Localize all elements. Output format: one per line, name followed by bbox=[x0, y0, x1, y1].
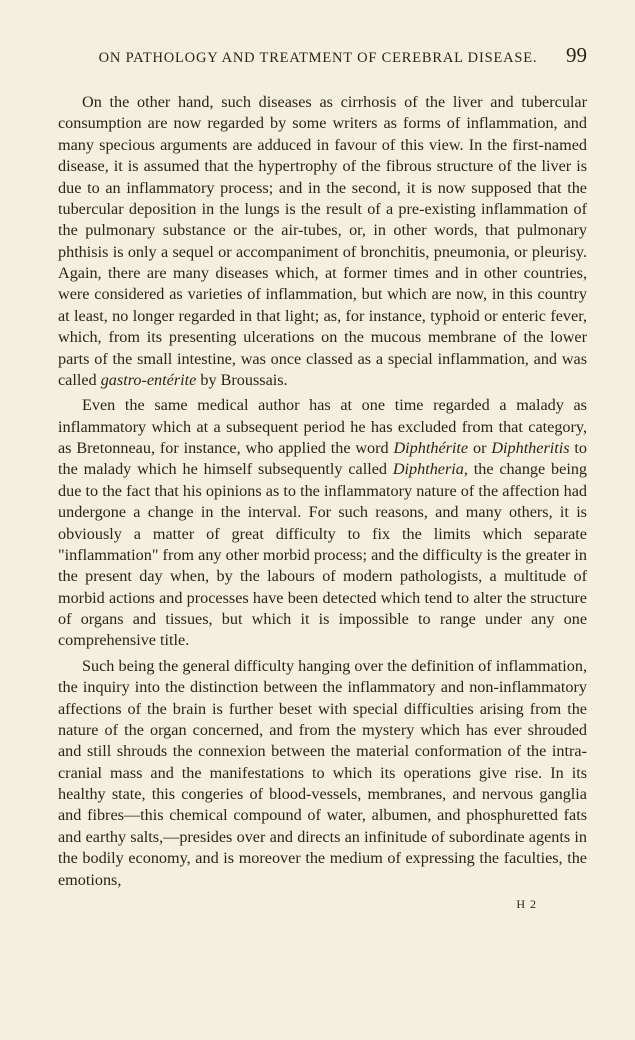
page-number: 99 bbox=[566, 43, 587, 68]
p3-text: Such being the general difficulty hangin… bbox=[58, 657, 587, 889]
footer-signature: H 2 bbox=[58, 897, 587, 912]
p2-italic-1: Diphthérite bbox=[393, 439, 468, 457]
page-container: ON PATHOLOGY AND TREATMENT OF CEREBRAL D… bbox=[0, 0, 635, 1040]
paragraph-1: On the other hand, such diseases as cirr… bbox=[58, 92, 587, 391]
page-header: ON PATHOLOGY AND TREATMENT OF CEREBRAL D… bbox=[58, 43, 587, 68]
p1-italic-1: gastro-entérite bbox=[101, 371, 197, 389]
header-title: ON PATHOLOGY AND TREATMENT OF CEREBRAL D… bbox=[58, 50, 558, 67]
p2-italic-2: Diphtheritis bbox=[491, 439, 569, 457]
paragraph-2: Even the same medical author has at one … bbox=[58, 395, 587, 652]
p2-text-2: or bbox=[468, 439, 491, 457]
p2-text-4: , the change being due to the fact that … bbox=[58, 460, 587, 649]
p1-text-2: by Broussais. bbox=[196, 371, 287, 389]
p2-italic-3: Diphtheria bbox=[393, 460, 464, 478]
p1-text-1: On the other hand, such diseases as cirr… bbox=[58, 93, 587, 389]
paragraph-3: Such being the general difficulty hangin… bbox=[58, 656, 587, 891]
